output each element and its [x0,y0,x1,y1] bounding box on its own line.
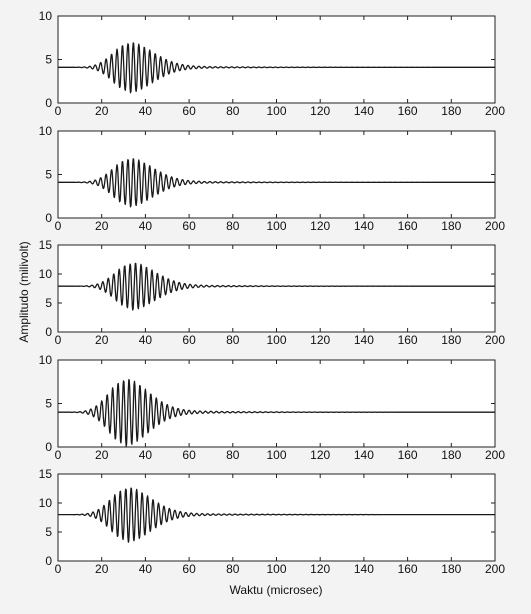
x-tick-label: 100 [266,448,286,462]
plot-frame [57,359,496,448]
y-tick-label: 15 [39,238,53,252]
x-tick-label: 80 [226,219,240,233]
signal-trace [57,42,496,94]
signal-trace [57,262,496,311]
x-tick-label: 0 [55,333,62,347]
y-tick-label: 0 [45,325,52,339]
x-tick-label: 80 [226,562,240,576]
x-tick-label: 140 [354,104,374,118]
signal-trace [57,158,496,208]
x-tick-label: 200 [485,448,505,462]
plot-frame [57,244,496,333]
y-tick-label: 10 [39,124,53,138]
plot-frame [57,473,496,562]
y-tick-label: 0 [45,211,52,225]
panel-1: 0 20 40 60 80 100 120 140 160 180 200 0 5 10 [39,9,506,118]
x-tick-label: 40 [139,104,153,118]
x-tick-label: 180 [441,219,461,233]
x-tick-label: 20 [95,448,109,462]
y-tick-label: 0 [45,96,52,110]
x-tick-label: 180 [441,333,461,347]
x-tick-label: 200 [485,562,505,576]
x-tick-label: 160 [398,104,418,118]
y-tick-label: 10 [39,9,53,23]
y-tick-label: 0 [45,440,52,454]
x-tick-label: 200 [485,333,505,347]
x-tick-label: 100 [266,562,286,576]
x-tick-label: 160 [398,219,418,233]
x-tick-label: 60 [182,333,196,347]
x-tick-label: 20 [95,562,109,576]
x-tick-label: 140 [354,562,374,576]
x-tick-label: 60 [182,104,196,118]
x-tick-label: 120 [310,219,330,233]
x-tick-label: 120 [310,104,330,118]
y-tick-label: 5 [45,53,52,67]
x-tick-label: 100 [266,104,286,118]
x-axis-label: Waktu (microsec) [230,583,323,597]
x-tick-label: 80 [226,104,240,118]
x-tick-label: 80 [226,448,240,462]
x-tick-label: 140 [354,333,374,347]
signal-trace [57,487,496,543]
x-tick-label: 100 [266,219,286,233]
y-tick-label: 10 [39,267,53,281]
y-tick-label: 5 [45,525,52,539]
x-tick-label: 120 [310,333,330,347]
y-axis-label: Amplitudo (milivolt) [17,241,31,342]
x-tick-label: 40 [139,333,153,347]
x-tick-label: 20 [95,219,109,233]
x-tick-label: 180 [441,562,461,576]
panel-3: 0 20 40 60 80 100 120 140 160 180 200 0 5 10 15 [39,238,506,347]
y-tick-label: 5 [45,168,52,182]
x-tick-label: 20 [95,104,109,118]
x-tick-label: 160 [398,562,418,576]
x-tick-label: 180 [441,448,461,462]
y-tick-label: 0 [45,554,52,568]
x-tick-label: 80 [226,333,240,347]
y-tick-label: 10 [39,353,53,367]
x-tick-label: 60 [182,448,196,462]
signal-trace [57,379,496,447]
x-tick-label: 180 [441,104,461,118]
x-tick-label: 40 [139,448,153,462]
x-tick-label: 40 [139,562,153,576]
x-tick-label: 0 [55,448,62,462]
y-tick-label: 10 [39,496,53,510]
x-tick-label: 160 [398,448,418,462]
x-tick-label: 60 [182,562,196,576]
x-tick-label: 120 [310,448,330,462]
panel-4: 0 20 40 60 80 100 120 140 160 180 200 0 5 10 [39,353,506,462]
x-tick-label: 200 [485,104,505,118]
x-tick-label: 0 [55,562,62,576]
y-tick-label: 5 [45,397,52,411]
x-tick-label: 140 [354,219,374,233]
x-tick-label: 40 [139,219,153,233]
x-tick-label: 200 [485,219,505,233]
y-tick-label: 5 [45,296,52,310]
x-tick-label: 160 [398,333,418,347]
x-tick-label: 20 [95,333,109,347]
x-tick-label: 140 [354,448,374,462]
x-tick-label: 0 [55,104,62,118]
y-tick-label: 15 [39,467,53,481]
panel-2: 0 20 40 60 80 100 120 140 160 180 200 0 5 10 [39,124,506,233]
x-tick-label: 0 [55,219,62,233]
panel-5: 0 20 40 60 80 100 120 140 160 180 200 0 5 10 15 [39,467,506,576]
x-tick-label: 60 [182,219,196,233]
x-tick-label: 120 [310,562,330,576]
x-tick-label: 100 [266,333,286,347]
